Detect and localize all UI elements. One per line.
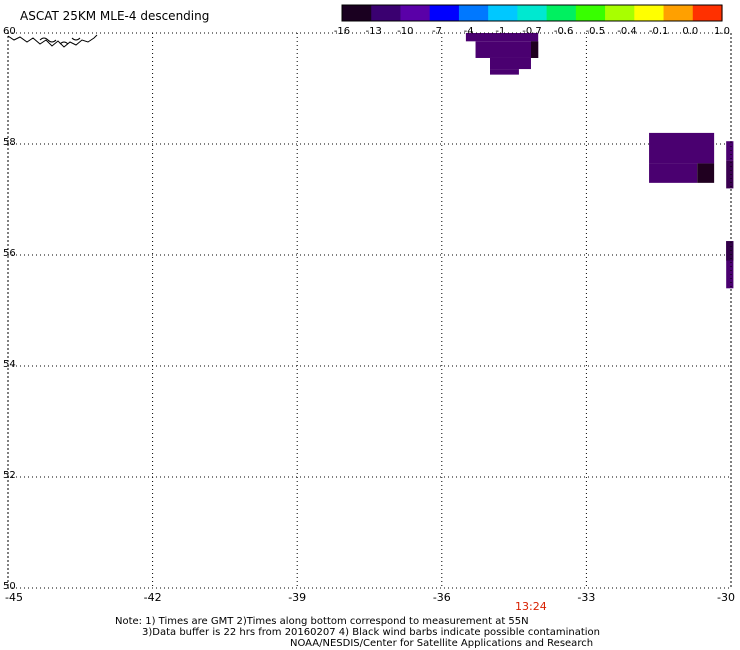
swath-cell [726, 141, 734, 161]
note-line-2: 3)Data buffer is 22 hrs from 20160207 4)… [142, 627, 600, 638]
latitude-label: 58 [3, 137, 16, 148]
longitude-label: -39 [288, 591, 307, 604]
colorbar-segment [663, 5, 694, 21]
note-line-3: NOAA/NESDIS/Center for Satellite Applica… [290, 638, 594, 649]
colorbar-segment [488, 5, 518, 21]
latitude-label: 56 [3, 248, 16, 259]
colorbar-tick-label: -0.5 [585, 26, 606, 37]
colorbar-segment [546, 5, 577, 21]
colorbar-segment [634, 5, 665, 21]
note-line-1: Note: 1) Times are GMT 2)Times along bot… [115, 616, 529, 627]
colorbar-segment [605, 5, 635, 21]
colorbar-segment [429, 5, 460, 21]
swath-cell [530, 41, 539, 58]
colorbar-tick-label: -7 [432, 26, 442, 37]
swath-cell [649, 163, 698, 183]
map-plot [7, 32, 734, 589]
coastline-islands [39, 37, 81, 45]
colorbar-segment [371, 5, 402, 21]
swath-cell [726, 241, 734, 261]
latitude-label: 54 [3, 359, 16, 370]
swath-cell [465, 33, 539, 42]
colorbar-tick-label: -10 [397, 26, 414, 37]
colorbar-segment [342, 5, 372, 21]
swath-cell [697, 163, 715, 183]
colorbar-tick-label: 0.0 [682, 26, 699, 37]
swath-cell [726, 160, 734, 189]
colorbar-tick-label: -13 [365, 26, 382, 37]
latitude-label: 52 [3, 470, 16, 481]
colorbar-segment [458, 5, 489, 21]
colorbar-tick-label: -4 [463, 26, 474, 37]
colorbar-tick-label: -0.4 [617, 26, 637, 37]
pass-time-label: 13:24 [515, 600, 547, 613]
colorbar-segment [575, 5, 606, 21]
colorbar-segment [517, 5, 548, 21]
longitude-label: -36 [432, 591, 451, 604]
figure-title: ASCAT 25KM MLE-4 descending [20, 9, 210, 23]
longitude-label: -42 [143, 591, 162, 604]
colorbar-tick-label: -0.6 [553, 26, 574, 37]
colorbar [341, 4, 723, 22]
colorbar-tick-label: -1 [495, 26, 506, 37]
swath-cell [649, 132, 715, 164]
swath-cell [490, 57, 531, 70]
latitude-label: 60 [3, 26, 16, 37]
latitude-label: 50 [3, 581, 16, 592]
colorbar-tick-label: 1.0 [714, 26, 730, 37]
swath-cell [475, 41, 539, 58]
coastline [7, 34, 98, 48]
colorbar-tick-label: -16 [333, 26, 351, 37]
colorbar-tick-label: -0.1 [648, 26, 669, 37]
swath-cell [490, 69, 519, 75]
longitude-label: -30 [717, 591, 735, 604]
colorbar-segment [692, 5, 723, 21]
longitude-label: -33 [577, 591, 596, 604]
swath-cell [726, 241, 734, 289]
colorbar-tick-label: -0.7 [522, 26, 542, 37]
longitude-label: -45 [5, 591, 23, 604]
colorbar-segment [400, 5, 431, 21]
